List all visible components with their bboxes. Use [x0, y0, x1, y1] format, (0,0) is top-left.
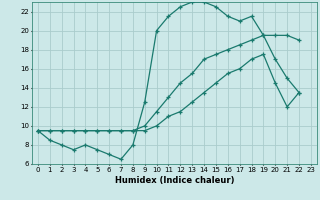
X-axis label: Humidex (Indice chaleur): Humidex (Indice chaleur) — [115, 176, 234, 185]
